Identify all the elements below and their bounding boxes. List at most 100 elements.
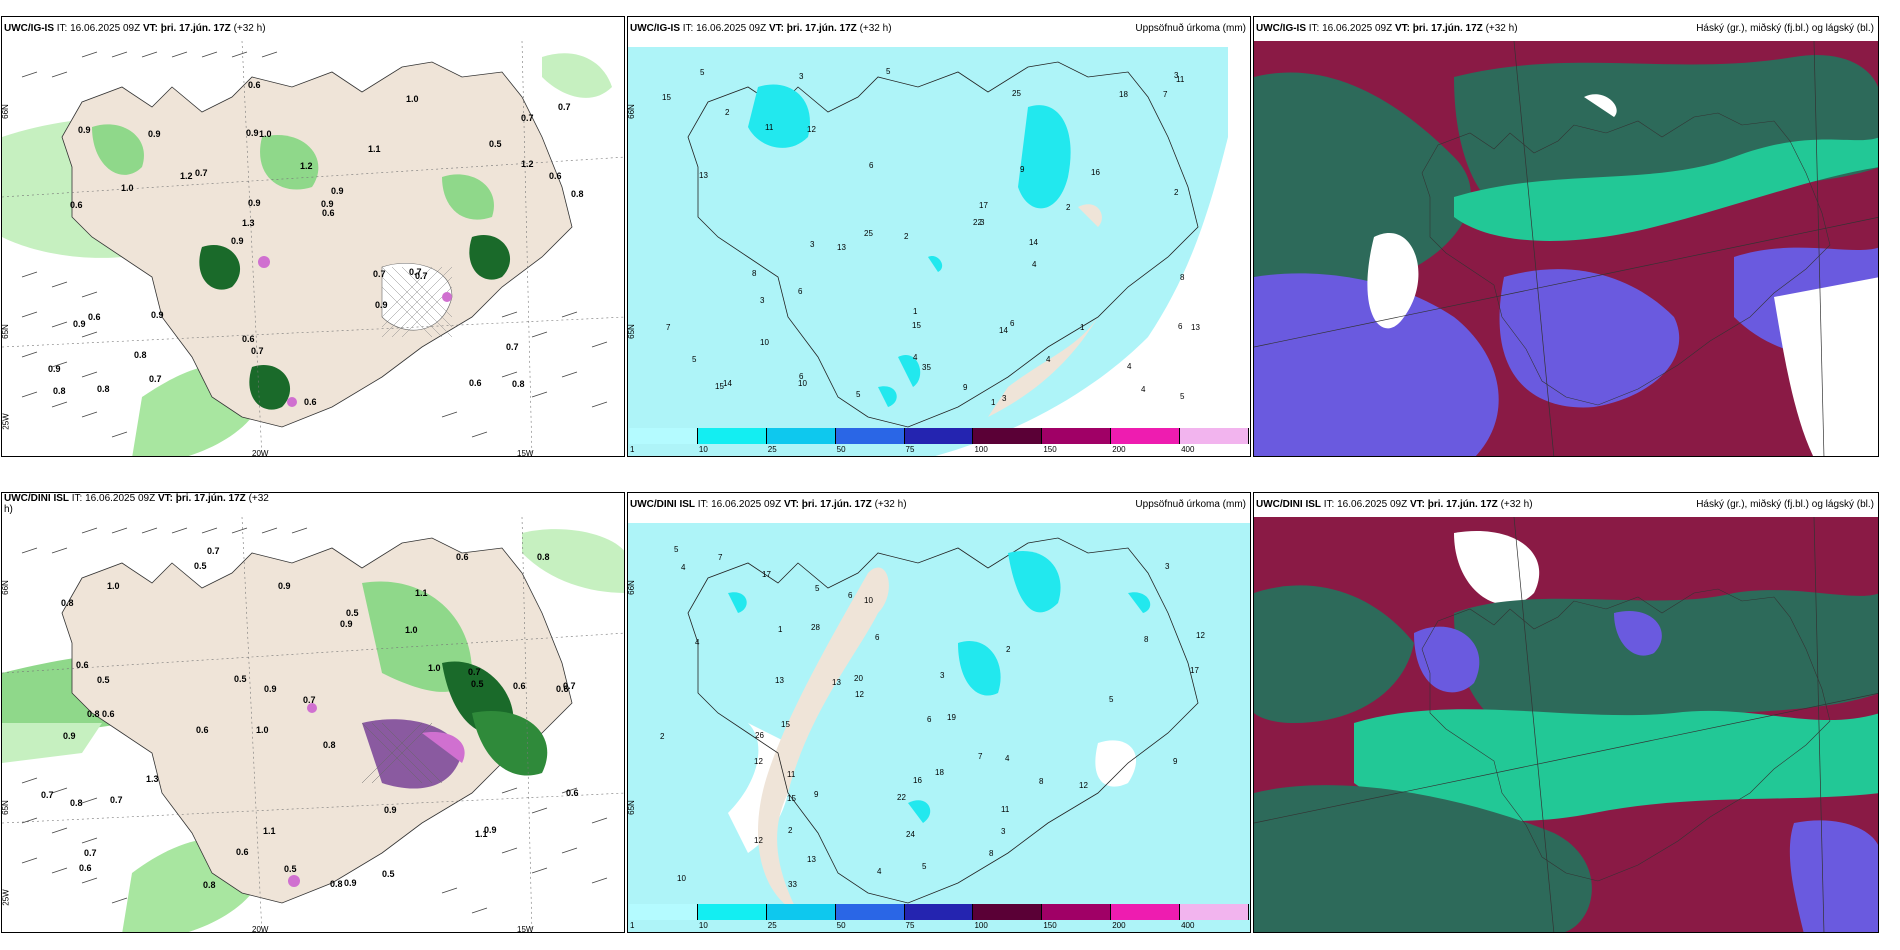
- grid-value: 0.5: [284, 864, 297, 874]
- panel-ig-wind: UWC/IG-IS IT: 16.06.2025 09Z VT: þri. 17…: [1, 16, 625, 457]
- legend-swatch: [697, 904, 767, 920]
- grid-value: 8: [752, 269, 757, 278]
- legend-swatch: [629, 428, 698, 444]
- grid-value: 0.8: [134, 350, 147, 360]
- grid-value: 13: [807, 855, 816, 864]
- grid-value: 8: [1144, 635, 1149, 644]
- grid-value: 0.6: [513, 681, 526, 691]
- grid-value: 4: [681, 563, 686, 572]
- grid-value: 0.6: [242, 334, 255, 344]
- grid-value: 16: [1091, 168, 1100, 177]
- precip-legend: 1 10 25 50 75 100 150 200 400: [629, 904, 1249, 930]
- grid-value: 10: [677, 874, 686, 883]
- grid-value: 1.1: [263, 826, 276, 836]
- legend-tick: 25: [767, 445, 777, 454]
- grid-value: 12: [855, 690, 864, 699]
- legend-swatch: [1180, 428, 1249, 444]
- grid-value: 3: [810, 240, 815, 249]
- grid-value: 14: [723, 379, 732, 388]
- grid-value: 0.7: [149, 374, 162, 384]
- legend-swatch: [973, 428, 1043, 444]
- grid-value: 5: [692, 355, 697, 364]
- grid-value: 2: [1006, 645, 1011, 654]
- grid-value: 0.7: [563, 681, 576, 691]
- grid-value: 0.7: [207, 546, 220, 556]
- grid-value: 5: [886, 67, 891, 76]
- grid-value: 0.6: [248, 80, 261, 90]
- grid-value: 10: [760, 338, 769, 347]
- grid-value: 0.6: [70, 200, 83, 210]
- grid-value: 1: [991, 398, 996, 407]
- grid-value: 2: [660, 732, 665, 741]
- grid-value: 0.9: [246, 128, 259, 138]
- grid-value: 0.7: [110, 795, 123, 805]
- legend-tick: 100: [974, 921, 988, 930]
- panel-header: UWC/DINI ISL IT: 16.06.2025 09Z VT: þri.…: [630, 499, 1246, 510]
- grid-value: 9: [963, 383, 968, 392]
- legend-tick: 150: [1043, 921, 1057, 930]
- grid-value: 13: [832, 678, 841, 687]
- grid-value: 0.9: [278, 581, 291, 591]
- legend-tick: 100: [974, 445, 988, 454]
- grid-value: 0.6: [76, 660, 89, 670]
- legend-tick: 400: [1181, 445, 1195, 454]
- grid-value: 0.6: [556, 684, 569, 694]
- grid-value: 0.8: [70, 798, 83, 808]
- grid-value: 15: [715, 382, 724, 391]
- grid-value: 5: [815, 584, 820, 593]
- legend-tick: 200: [1112, 445, 1126, 454]
- grid-value: 0.9: [73, 319, 86, 329]
- lat-label: 25W: [1, 889, 11, 906]
- legend-swatch: [904, 428, 974, 444]
- grid-value: 28: [811, 623, 820, 632]
- legend-swatch: [1111, 428, 1181, 444]
- grid-value: 0.8: [53, 386, 66, 396]
- panel-dini-wind: UWC/DINI ISL IT: 16.06.2025 09Z VT: þri.…: [1, 492, 625, 933]
- grid-value: 14: [999, 326, 1008, 335]
- grid-value: 0.8: [87, 709, 100, 719]
- grid-value: 3: [1001, 827, 1006, 836]
- legend-swatch: [697, 428, 767, 444]
- grid-value: 1.3: [146, 774, 159, 784]
- legend-swatch: [1111, 904, 1181, 920]
- grid-value: 1.2: [180, 171, 193, 181]
- grid-value: 0.9: [231, 236, 244, 246]
- grid-value: 1.1: [368, 144, 381, 154]
- grid-value: 6: [1178, 322, 1183, 331]
- grid-value: 1.0: [428, 663, 441, 673]
- grid-value: 8: [1039, 777, 1044, 786]
- grid-value: 4: [1046, 355, 1051, 364]
- grid-value: 35: [922, 363, 931, 372]
- grid-value: 22: [973, 218, 982, 227]
- grid-value: 12: [807, 125, 816, 134]
- panel-ig-precip: UWC/IG-IS IT: 16.06.2025 09Z VT: þri. 17…: [627, 16, 1251, 457]
- grid-value: 0.6: [79, 863, 92, 873]
- legend-tick: 400: [1181, 921, 1195, 930]
- legend-swatch: [1042, 428, 1112, 444]
- legend-tick: 1: [630, 921, 635, 930]
- grid-value: 1: [1080, 323, 1085, 332]
- panel-dini-precip: UWC/DINI ISL IT: 16.06.2025 09Z VT: þri.…: [627, 492, 1251, 933]
- grid-value: 1: [913, 307, 918, 316]
- panel-header: UWC/IG-IS IT: 16.06.2025 09Z VT: þri. 17…: [630, 23, 1246, 34]
- grid-value: 0.7: [468, 667, 481, 677]
- grid-value: 18: [1119, 90, 1128, 99]
- grid-value: 0.7: [506, 342, 519, 352]
- legend-tick: 150: [1043, 445, 1057, 454]
- grid-value: 0.5: [471, 679, 484, 689]
- grid-value: 1.0: [256, 725, 269, 735]
- legend-swatch: [973, 904, 1043, 920]
- grid-value: 1: [778, 625, 783, 634]
- legend-swatch: [1180, 904, 1249, 920]
- lon-label: 15W: [517, 449, 534, 457]
- grid-value: 2: [1066, 203, 1071, 212]
- grid-value: 0.7: [415, 271, 428, 281]
- grid-value: 5: [1109, 695, 1114, 704]
- grid-value: 8: [1180, 273, 1185, 282]
- panel-ig-clouds: UWC/IG-IS IT: 16.06.2025 09Z VT: þri. 17…: [1253, 16, 1879, 457]
- legend-tick: 200: [1112, 921, 1126, 930]
- lat-label: 65N: [1, 324, 10, 339]
- grid-value: 0.8: [203, 880, 216, 890]
- precip-map: [628, 517, 1250, 932]
- grid-value: 0.7: [409, 267, 422, 277]
